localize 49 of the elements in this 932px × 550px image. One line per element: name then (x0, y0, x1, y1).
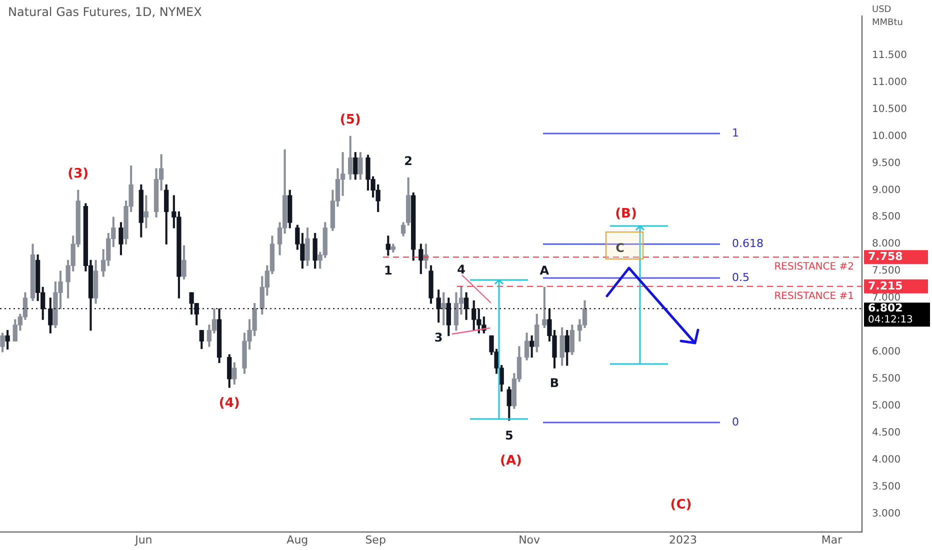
y-tick-label: 10.500 (872, 104, 907, 115)
text: 04:12:13 (868, 314, 913, 326)
annotation: 1 (384, 264, 392, 278)
x-tick-label: Aug (286, 533, 308, 546)
ref-line-label: RESISTANCE #1 (774, 290, 854, 302)
annotation: 1 (732, 126, 739, 140)
annotation: (A) (500, 453, 522, 468)
annotation: 0.618 (732, 236, 764, 250)
annotation: (C) (670, 497, 692, 512)
annotation: (3) (68, 166, 89, 182)
y-tick-label: 5.000 (872, 400, 901, 412)
annotation: (B) (615, 206, 637, 222)
y-tick-label: 8.500 (872, 212, 901, 223)
annotation: 2 (404, 154, 412, 168)
x-tick-label: Nov (518, 533, 541, 546)
y-tick-label: 7.000 (872, 292, 901, 304)
y-axis-title: USD MMBtu (872, 4, 904, 30)
annotation: (4) (218, 396, 240, 411)
annotation: C (616, 241, 625, 256)
y-tick-label: 6.000 (872, 346, 901, 358)
y-tick-label: 3.500 (872, 481, 901, 492)
annotation: A (540, 263, 550, 278)
y-tick-label: 11.000 (872, 76, 907, 88)
annotation: 4 (457, 262, 466, 276)
y-tick-label: 3.000 (872, 508, 901, 520)
chart-title: Natural Gas Futures, 1D, NYMEX (8, 5, 202, 19)
y-tick-label: 10.000 (872, 130, 907, 142)
text: 7.215 (868, 279, 903, 292)
text: 6.802 (868, 302, 903, 315)
x-tick-label: 2023 (669, 533, 698, 546)
y-tick-label: 9.000 (872, 184, 901, 196)
annotation: (5) (340, 112, 361, 128)
text: 7.758 (868, 250, 903, 263)
y-tick-label: 8.000 (872, 238, 901, 250)
y-tick-label: 5.500 (872, 373, 901, 384)
x-tick-label: Mar (821, 533, 843, 546)
ref-line-label: RESISTANCE #2 (774, 262, 854, 273)
x-tick-label: Sep (365, 533, 386, 546)
y-tick-label: 11.500 (872, 50, 907, 61)
y-tick-label: 7.500 (872, 266, 901, 277)
y-tick-label: 4.000 (872, 454, 901, 466)
y-tick-label: 4.500 (872, 427, 901, 438)
annotation: 0.5 (732, 270, 750, 284)
x-tick-label: Jun (134, 533, 152, 546)
annotation: B (550, 376, 560, 390)
y-tick-label: 9.500 (872, 158, 901, 169)
annotation: 3 (434, 330, 443, 344)
annotation: 5 (504, 428, 514, 443)
annotation: 0 (732, 415, 739, 428)
